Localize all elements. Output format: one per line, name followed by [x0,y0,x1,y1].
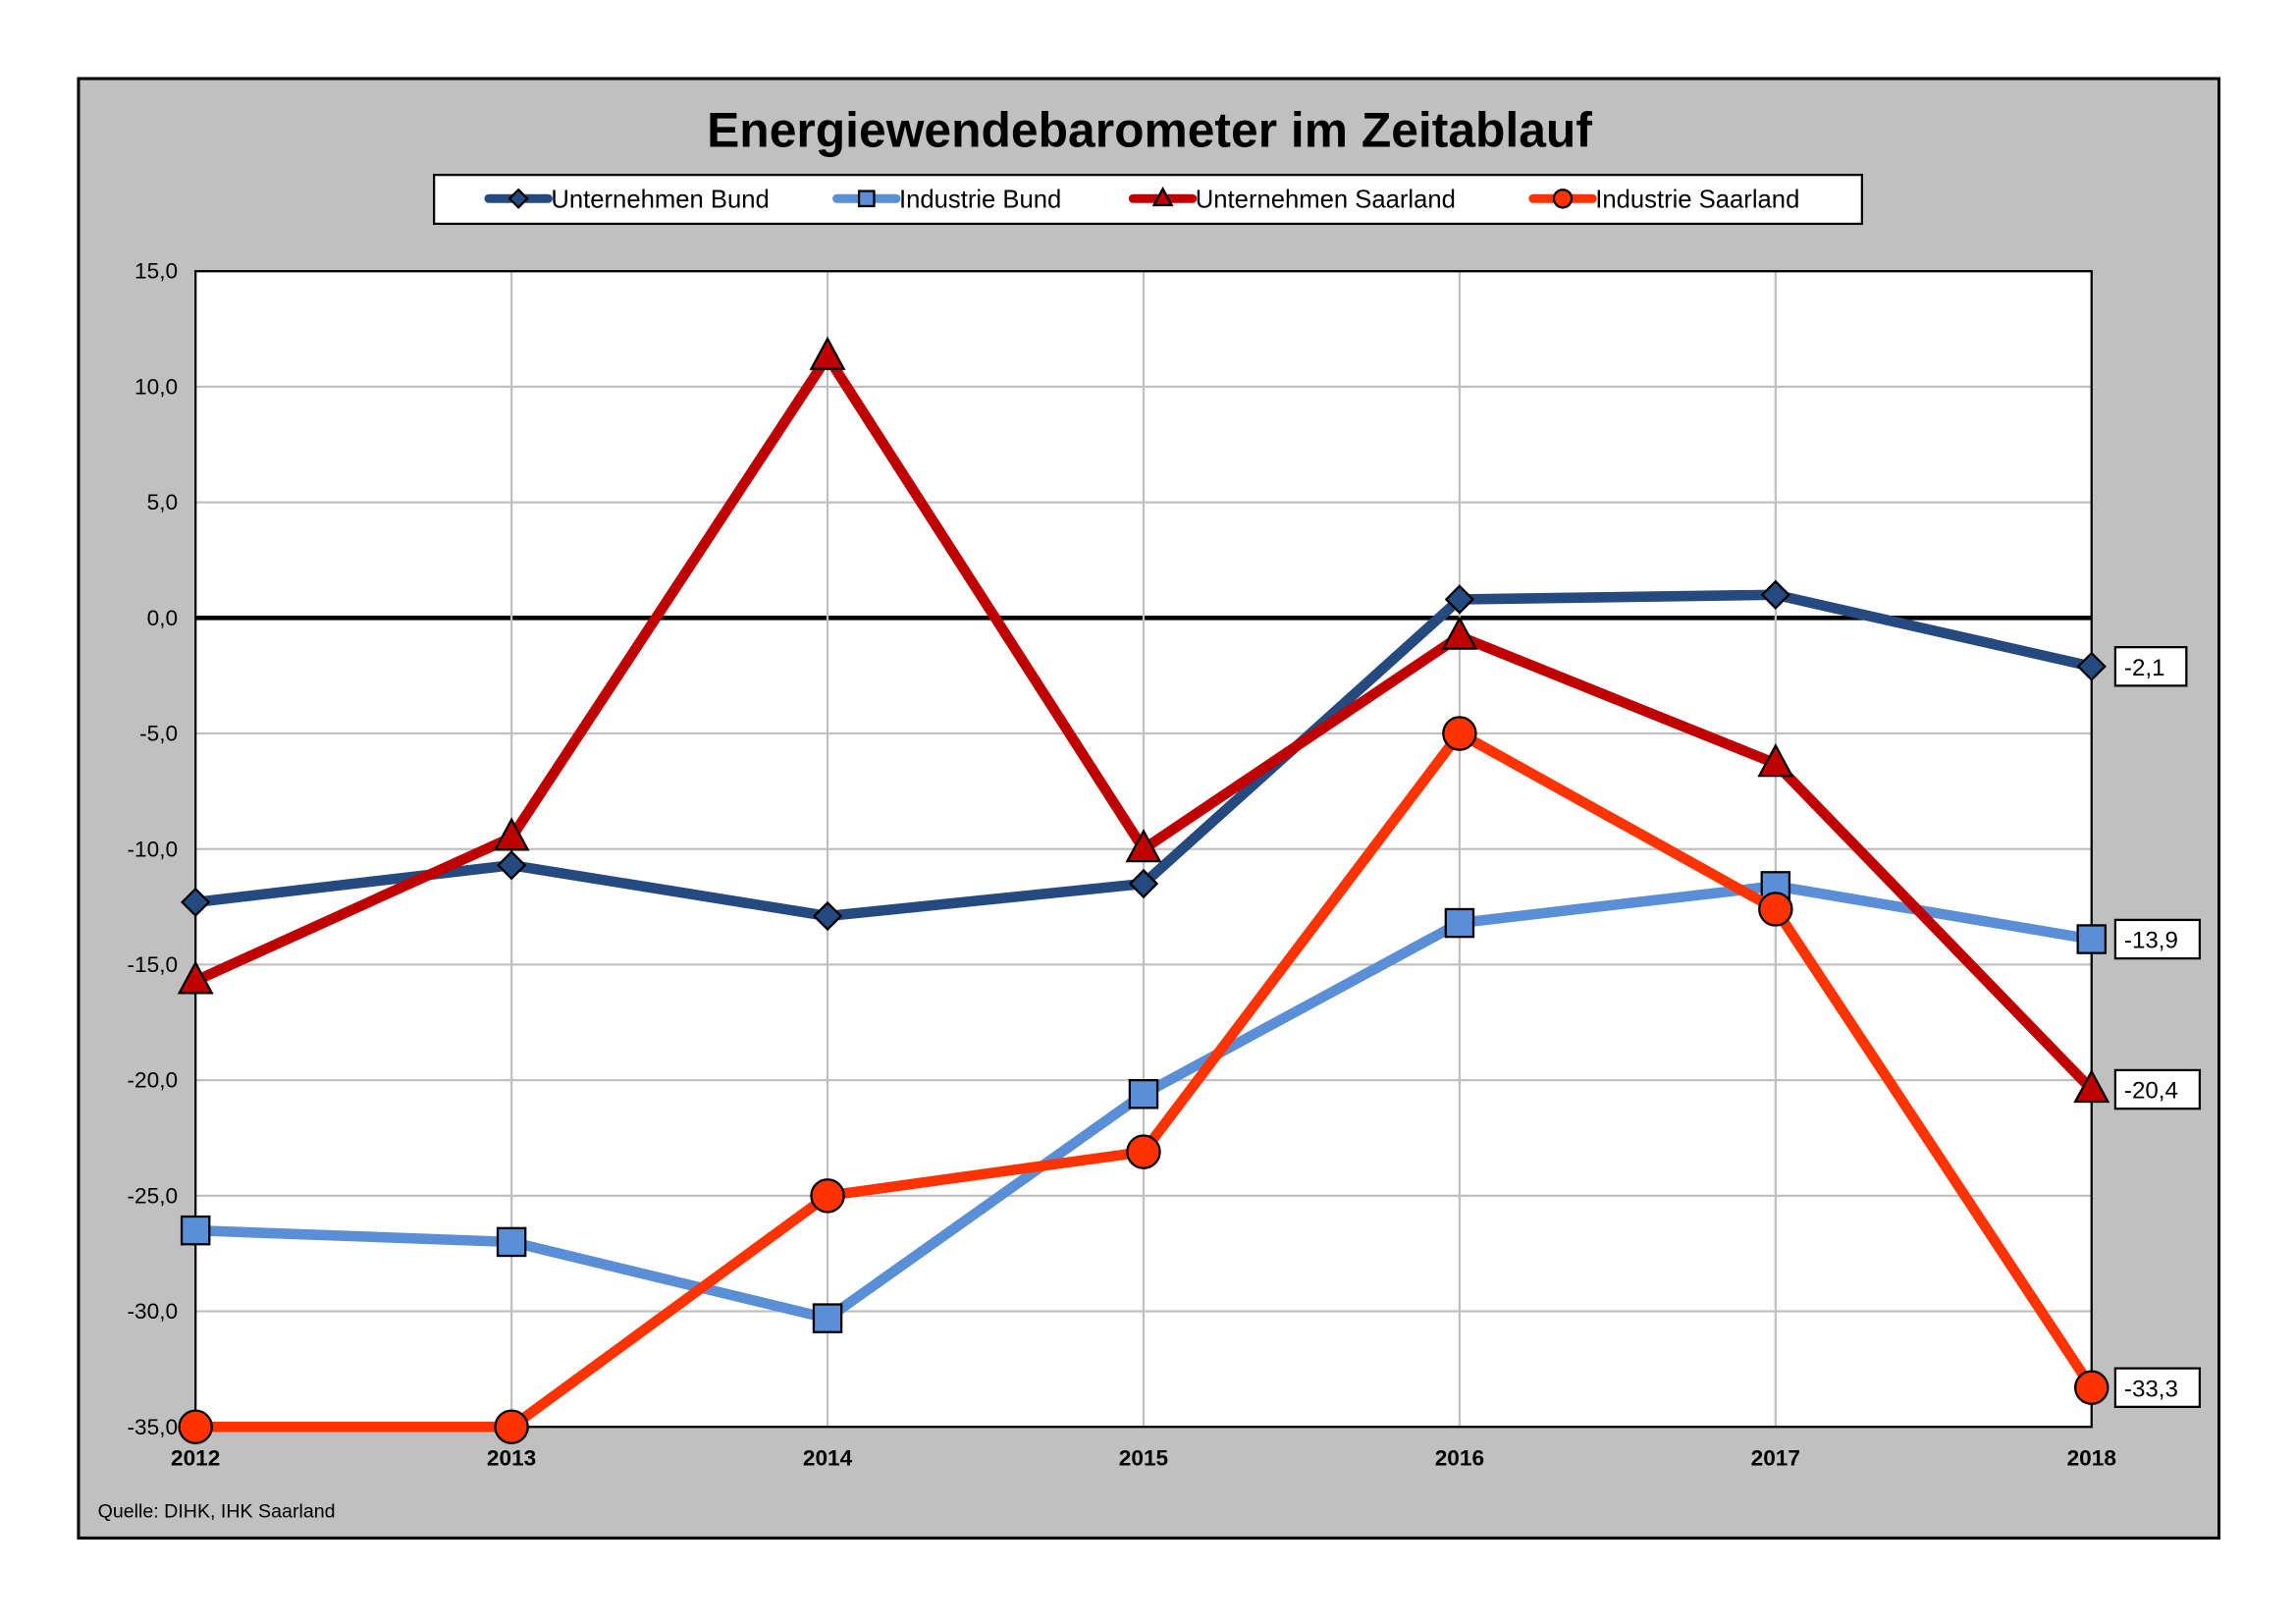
legend-item: Industrie Saarland [1528,186,1799,213]
diamond-marker [507,188,529,209]
plot-border [194,270,2093,1429]
circle-marker [178,1409,213,1444]
triangle-marker [177,960,214,995]
diamond-marker [2076,651,2107,681]
triangle-marker [809,336,846,370]
triangle-marker [1757,742,1794,778]
triangle-marker [2073,1068,2110,1104]
square-marker [1444,907,1475,939]
circle-marker [1552,189,1574,209]
x-tick-label: 2014 [803,1445,853,1470]
square-marker [2076,924,2107,954]
circle-marker [1442,716,1477,751]
legend-label: Unternehmen Bund [551,186,769,213]
series-industrie-bund: -13,9 [180,871,2202,1333]
diamond-marker [1128,868,1159,899]
x-tick-label: 2018 [2067,1445,2116,1470]
square-marker [180,1215,211,1246]
triangle-marker [1441,616,1478,650]
series-unternehmen-bund: -2,1 [181,579,2188,932]
y-tick-label: -10,0 [128,837,179,861]
diamond-marker [1760,579,1791,610]
series-unternehmen-saarland: -20,4 [177,336,2202,1110]
legend-item: Unternehmen Saarland [1128,186,1456,213]
end-label-box [2113,1367,2202,1408]
end-label-box [2113,918,2202,960]
y-tick-label: -5,0 [139,722,178,746]
y-tick-label: 5,0 [147,490,178,514]
y-tick-label: -30,0 [128,1299,179,1324]
diamond-marker [181,887,211,918]
y-tick-label: -20,0 [128,1068,179,1093]
x-tick-label: 2017 [1751,1445,1800,1470]
diamond-marker [812,900,843,932]
end-label: -2,1 [2124,655,2165,681]
legend-item: Industrie Bund [832,186,1061,213]
legend-item: Unternehmen Bund [484,186,770,213]
chart-title: Energiewendebarometer im Zeitablauf [707,102,1592,157]
diamond-marker [496,850,527,881]
x-tick-label: 2012 [171,1445,220,1470]
circle-marker [1126,1134,1161,1169]
triangle-marker [1125,829,1162,863]
legend: Unternehmen Bund Industrie Bund Unternehme… [484,186,1799,213]
legend-label: Industrie Saarland [1595,186,1799,213]
diamond-marker [1444,584,1475,615]
circle-marker [1758,892,1793,927]
y-tick-label: -25,0 [128,1183,179,1208]
y-tick-label: -15,0 [128,952,179,977]
circle-marker [810,1178,845,1214]
square-marker [496,1226,527,1258]
end-label-box [2113,646,2188,687]
legend-label: Industrie Bund [899,186,1061,213]
circle-marker [494,1409,529,1444]
source-note: Quelle: DIHK, IHK Saarland [98,1500,336,1522]
end-label: -20,4 [2124,1078,2178,1105]
x-tick-label: 2013 [487,1445,536,1470]
end-label-box [2113,1068,2202,1110]
circle-marker [2074,1370,2109,1405]
y-tick-label: -35,0 [128,1415,179,1439]
axes: 15,0 10,0 5,0 0,0 -5,0 -10,0 -15,0 -20,0 -25,0 -3… [128,259,2116,1471]
triangle-marker [493,817,530,851]
end-label: -13,9 [2124,928,2178,954]
end-label: -33,3 [2124,1376,2178,1402]
x-tick-label: 2015 [1119,1445,1168,1470]
y-tick-label: 0,0 [147,606,178,630]
x-tick-label: 2016 [1435,1445,1484,1470]
legend-label: Unternehmen Saarland [1196,186,1456,213]
square-marker [1128,1079,1159,1110]
square-marker [857,189,876,208]
series-industrie-saarland: -33,3 [178,716,2202,1444]
square-marker [812,1303,843,1333]
triangle-marker [1151,186,1174,207]
series-group: -2,1 -13,9 -20,4 -33,3 [177,336,2202,1444]
y-tick-label: 10,0 [134,374,178,399]
y-tick-label: 15,0 [134,259,178,284]
